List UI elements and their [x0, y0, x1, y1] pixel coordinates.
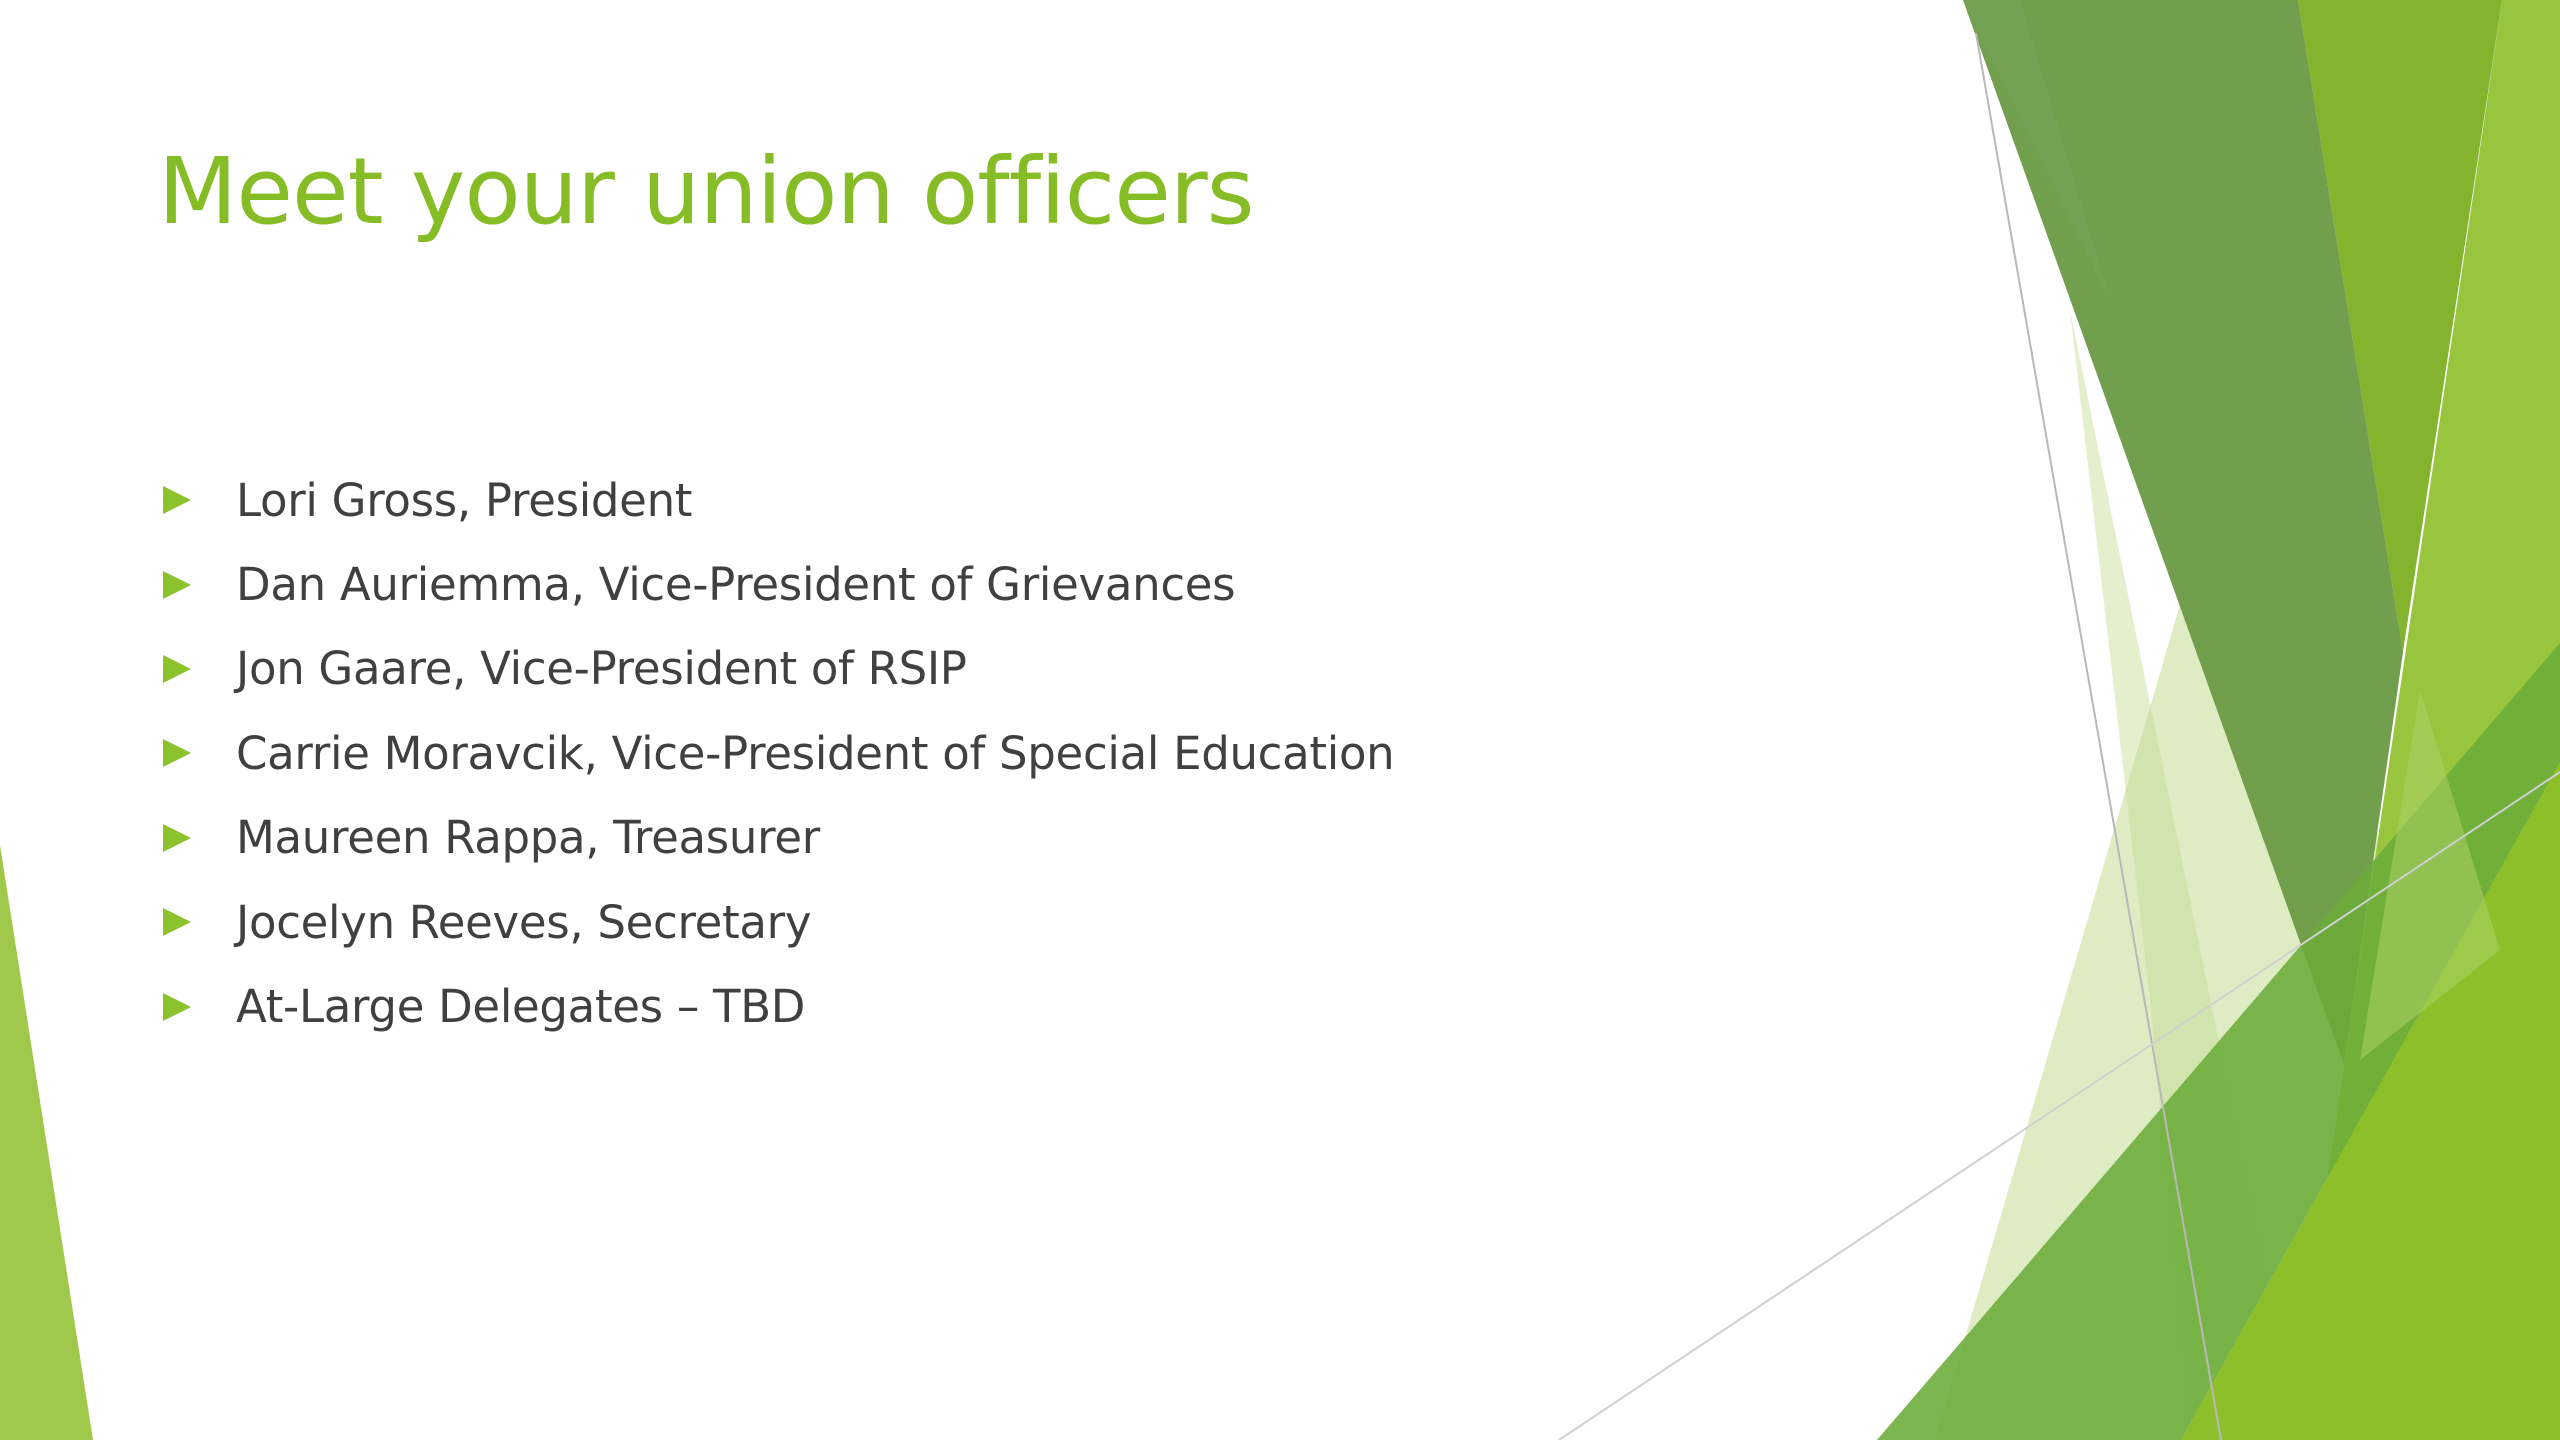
thin-line-2 — [1558, 771, 2560, 1440]
triangle-right-icon — [163, 739, 191, 768]
list-item: Lori Gross, President — [160, 458, 1394, 542]
list-item: Jon Gaare, Vice-President of RSIP — [160, 627, 1394, 711]
dark-green-shape — [1963, 0, 2403, 1065]
triangle-right-icon — [163, 486, 191, 515]
triangle-right-icon — [163, 570, 191, 599]
triangle-right-icon — [163, 992, 191, 1021]
officer-list: Lori Gross, President Dan Auriemma, Vice… — [160, 458, 1395, 1049]
triangle-right-icon — [163, 823, 191, 852]
dark-green-top-overlay — [1963, 0, 2110, 300]
list-item: Dan Auriemma, Vice-President of Grievanc… — [160, 542, 1394, 626]
mid-green-shape — [2298, 0, 2502, 652]
list-item: Carrie Moravcik, Vice-President of Speci… — [160, 711, 1395, 795]
list-item: Jocelyn Reeves, Secretary — [160, 880, 1394, 964]
thin-line-1 — [1975, 32, 2222, 1440]
triangle-right-icon — [163, 654, 191, 683]
triangle-right-icon — [163, 908, 191, 937]
slide-title: Meet your union officers — [158, 138, 1255, 245]
lower-green-band — [1877, 643, 2560, 1440]
list-item: At-Large Delegates – TBD — [160, 964, 1394, 1048]
list-item: Maureen Rappa, Treasurer — [160, 796, 1394, 880]
light-overlap — [2360, 690, 2500, 1060]
left-green-shape — [0, 845, 93, 1440]
